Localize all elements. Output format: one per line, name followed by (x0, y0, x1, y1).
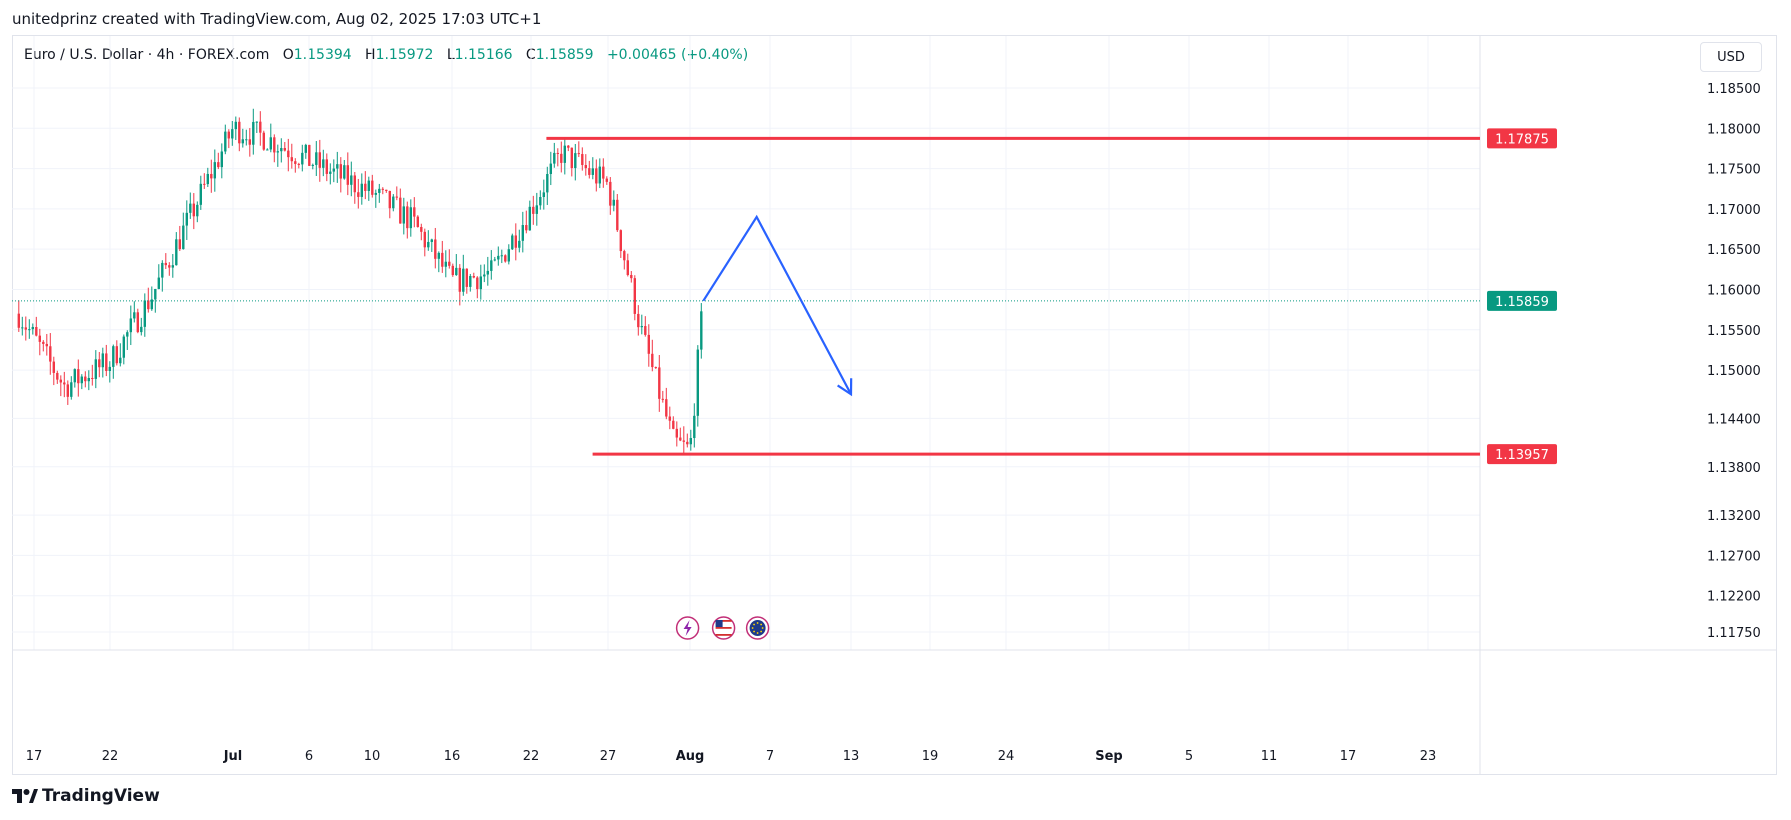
low-label: L (446, 47, 455, 63)
symbol-title[interactable]: Euro / U.S. Dollar · 4h · FOREX.com (24, 47, 270, 63)
close-label: C (525, 47, 536, 63)
symbol-legend: Euro / U.S. Dollar · 4h · FOREX.com O1.1… (24, 47, 748, 63)
currency-button[interactable]: USD (1700, 42, 1762, 72)
chart-attribution: unitedprinz created with TradingView.com… (12, 10, 542, 28)
close-value: 1.15859 (535, 47, 594, 63)
high-label: H (365, 47, 376, 63)
open-value: 1.15394 (293, 47, 352, 63)
low-value: 1.15166 (454, 47, 513, 63)
tradingview-brand: TradingView (42, 786, 160, 806)
chart-frame (12, 35, 1777, 775)
change-value: +0.00465 (+0.40%) (606, 47, 749, 63)
high-value: 1.15972 (375, 47, 434, 63)
tradingview-logo[interactable]: TradingView (12, 786, 160, 806)
open-label: O (282, 47, 294, 63)
tradingview-logo-icon (12, 789, 38, 803)
